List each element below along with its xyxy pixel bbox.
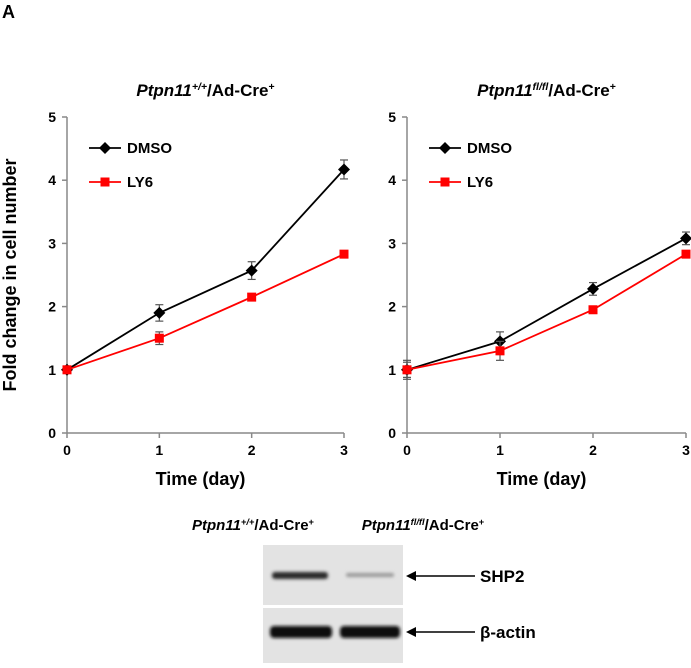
x-axis-label: Time (day) [156,469,246,489]
chart-title: Ptpn11+/+/Ad-Cre+ [136,81,274,100]
genotype: +/+ [192,81,207,93]
gene: Ptpn11 [477,81,532,100]
y-tick-label: 2 [388,299,396,315]
construct: /Ad-Cre [425,517,479,534]
marker [439,142,451,154]
lane-label: Ptpn11fl/fl/Ad-Cre+ [362,517,485,534]
marker [339,249,349,259]
y-tick-label: 3 [388,235,396,251]
y-tick-label: 5 [388,109,396,125]
marker [62,365,72,375]
marker [100,177,110,187]
western-blot: SHP2 β-actin [263,545,536,663]
construct: /Ad-Cre [207,81,268,100]
panel-label: A [2,2,15,22]
legend-label: LY6 [127,174,153,191]
gene: Ptpn11 [362,517,411,534]
marker [245,264,258,277]
x-tick-label: 2 [589,442,597,458]
arrow-head [406,571,416,581]
cre: + [610,81,616,93]
genotype: fl/fl [533,81,550,93]
construct: /Ad-Cre [254,517,308,534]
y-axis-label: Fold change in cell number [0,158,20,391]
series-line [66,168,345,371]
marker [681,249,691,259]
blot-band [272,572,328,579]
genotype: +/+ [241,517,255,527]
marker [587,282,599,295]
y-tick-label: 4 [48,172,56,188]
y-tick-label: 1 [48,362,56,378]
marker [153,306,166,319]
line-chart: 0 1 2 3 4 5 0 1 2 3 Time (day) Fold change in cell … [0,109,350,489]
series-line [406,253,687,371]
blot-band [270,626,332,638]
chart-title: Ptpn11fl/fl/Ad-Cre+ [477,81,616,100]
series-line [66,253,345,371]
y-tick-label: 0 [388,425,396,441]
gene: Ptpn11 [136,81,191,100]
legend-label: DMSO [467,140,512,157]
y-tick-label: 1 [388,362,396,378]
y-tick-label: 0 [48,425,56,441]
y-tick-label: 5 [48,109,56,125]
marker [588,305,598,315]
x-tick-label: 3 [340,442,348,458]
y-tick-label: 3 [48,235,56,251]
x-tick-label: 3 [682,442,690,458]
lane-label: Ptpn11+/+/Ad-Cre+ [192,517,315,534]
marker [402,365,412,375]
gene: Ptpn11 [192,517,241,534]
y-tick-label: 2 [48,299,56,315]
cre: + [309,517,315,527]
x-axis-label: Time (day) [497,469,587,489]
marker [440,177,450,187]
band-label: SHP2 [480,567,524,586]
cre: + [268,81,274,93]
blot-band [340,626,400,638]
line-chart: 0 1 2 3 4 5 0 1 2 3 Time (day) DMSO LY6 [388,109,691,489]
marker [495,346,505,356]
x-tick-label: 1 [496,442,504,458]
cre: + [479,517,485,527]
marker [99,142,111,154]
blot-band [346,573,394,577]
x-tick-label: 1 [155,442,163,458]
x-tick-label: 2 [248,442,256,458]
series-line [406,237,687,371]
arrow-head [406,627,416,637]
construct: /Ad-Cre [548,81,609,100]
legend-label: LY6 [467,174,493,191]
marker [154,333,164,343]
x-tick-label: 0 [63,442,71,458]
band-label: β-actin [480,623,536,642]
marker [338,163,350,176]
y-tick-label: 4 [388,172,396,188]
marker [247,292,257,302]
x-tick-label: 0 [403,442,411,458]
genotype: fl/fl [411,517,425,527]
marker [680,232,691,245]
legend-label: DMSO [127,140,172,157]
